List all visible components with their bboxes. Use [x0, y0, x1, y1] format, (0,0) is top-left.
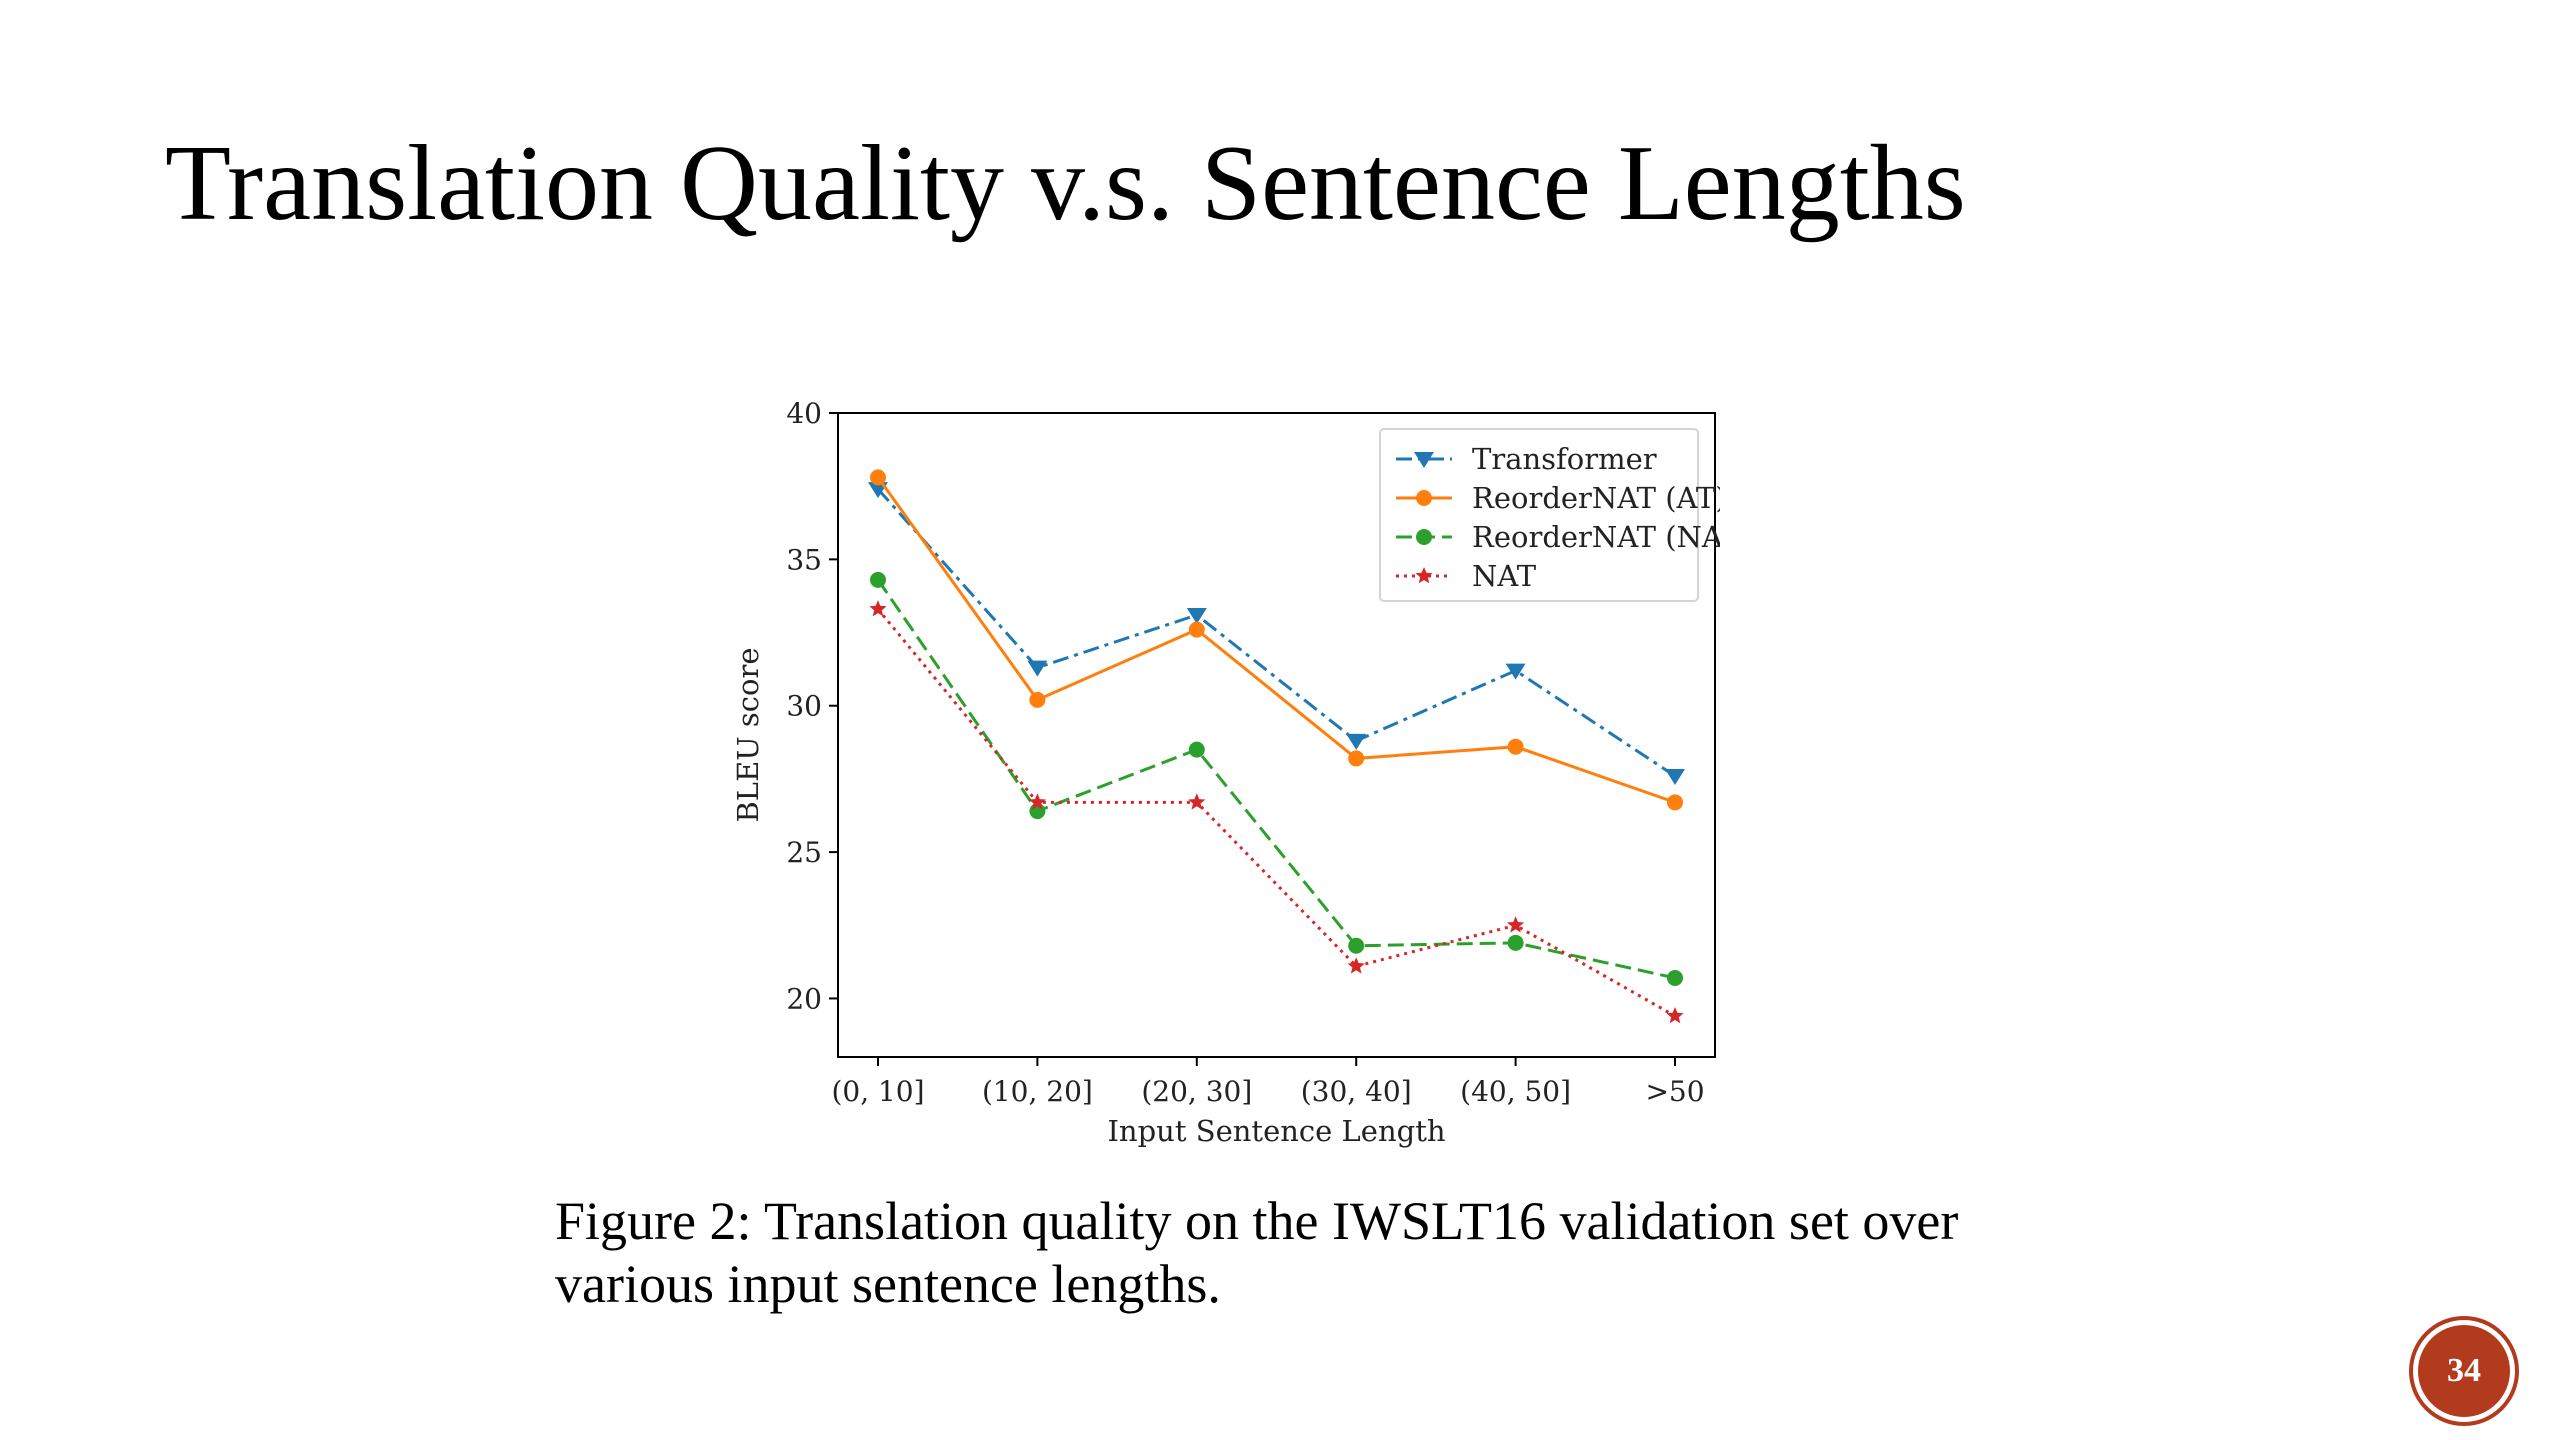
series-line — [876, 608, 1676, 1018]
y-tick-label: 40 — [786, 397, 822, 430]
data-point — [1188, 793, 1206, 810]
data-point — [870, 469, 886, 486]
data-point — [870, 571, 886, 588]
data-point — [1507, 934, 1524, 951]
data-point — [1188, 741, 1205, 758]
series-line — [876, 488, 1676, 778]
figure-caption: Figure 2: Translation quality on the IWS… — [555, 1191, 1959, 1315]
data-point — [1665, 768, 1685, 785]
series-line — [876, 579, 1676, 980]
data-point — [1188, 621, 1205, 638]
series-line — [876, 476, 1676, 804]
x-tick-label: (0, 10] — [831, 1075, 924, 1108]
legend-entry: NAT — [1472, 559, 1537, 593]
x-tick-label: (10, 20] — [982, 1075, 1093, 1108]
y-axis-label: BLEU score — [731, 647, 765, 822]
legend-box — [1379, 428, 1699, 602]
legend-entry: ReorderNAT (NAT) — [1472, 520, 1720, 554]
data-point — [1667, 794, 1683, 811]
data-point — [869, 600, 887, 617]
x-tick-label: (30, 40] — [1301, 1075, 1412, 1108]
x-tick-label: (20, 30] — [1141, 1075, 1252, 1108]
data-point — [1348, 750, 1365, 767]
data-point — [1186, 607, 1207, 624]
data-point — [1666, 1007, 1684, 1024]
data-point — [1029, 691, 1046, 708]
legend-marker — [1414, 452, 1434, 468]
y-tick-label: 20 — [786, 982, 822, 1015]
data-point — [1347, 957, 1365, 974]
legend-marker — [1416, 490, 1432, 506]
data-point — [1027, 660, 1048, 677]
plot-frame — [837, 412, 1716, 1058]
data-point — [1507, 916, 1525, 933]
page-number-badge: 34 — [2418, 1325, 2510, 1417]
legend-marker — [1415, 567, 1433, 584]
y-tick-label: 35 — [786, 543, 822, 576]
x-axis-label: Input Sentence Length — [1107, 1114, 1445, 1148]
data-point — [1507, 738, 1524, 755]
legend-entry: ReorderNAT (AT) — [1472, 481, 1720, 515]
y-tick-label: 25 — [786, 836, 822, 869]
x-tick-label: (40, 50] — [1460, 1075, 1571, 1108]
legend-entry: Transformer — [1472, 442, 1657, 476]
data-point — [1348, 937, 1365, 954]
x-tick-label: >50 — [1645, 1075, 1704, 1108]
series-3 — [869, 600, 1684, 1024]
line-chart: 20 25 30 35 40 (0, 10] (10, 20] (20, 30] (30, 40… — [731, 397, 1720, 1148]
data-point — [1505, 663, 1526, 680]
legend-marker — [1416, 529, 1432, 545]
slide-title: Translation Quality v.s. Sentence Length… — [165, 124, 1966, 243]
data-point — [1667, 969, 1683, 986]
series-1 — [870, 469, 1683, 811]
data-point — [1346, 733, 1367, 750]
data-point — [1028, 793, 1046, 810]
y-tick-label: 30 — [786, 690, 822, 723]
page-number: 34 — [2447, 1352, 2481, 1389]
